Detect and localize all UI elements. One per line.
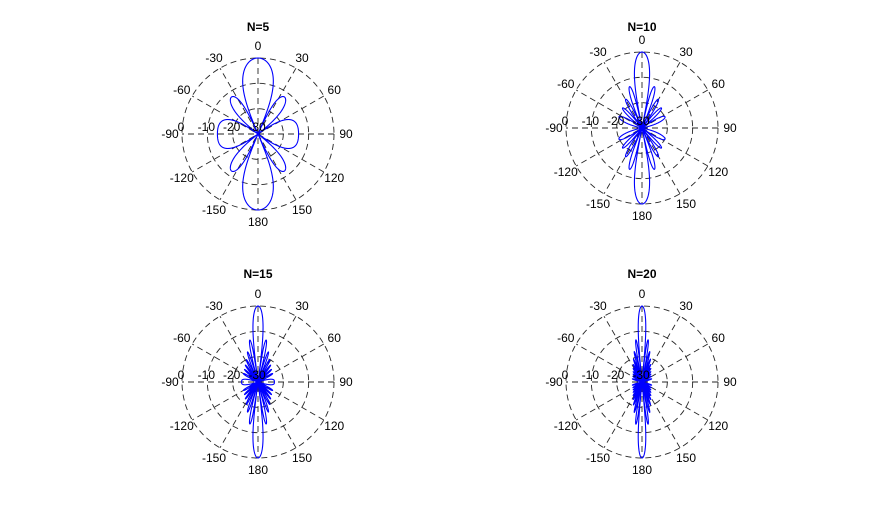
theta-tick-label: 120 <box>708 165 728 179</box>
theta-tick-label: -120 <box>170 419 194 433</box>
theta-tick-label: 150 <box>676 197 696 211</box>
theta-tick-label: 150 <box>292 451 312 465</box>
theta-tick-label: -30 <box>205 299 223 313</box>
theta-tick-label: -150 <box>586 197 610 211</box>
theta-tick-label: -60 <box>173 331 191 345</box>
theta-tick-label: 60 <box>328 83 342 97</box>
theta-tick-label: 30 <box>295 51 309 65</box>
r-tick-label: -20 <box>223 120 241 134</box>
r-tick-label: -30 <box>248 368 266 382</box>
theta-tick-label: 0 <box>639 287 646 301</box>
theta-tick-label: -150 <box>586 451 610 465</box>
theta-tick-label: 180 <box>632 463 652 477</box>
r-tick-label: -10 <box>198 120 216 134</box>
r-tick-label: -20 <box>223 368 241 382</box>
theta-tick-label: -60 <box>557 331 575 345</box>
theta-tick-label: -30 <box>205 51 223 65</box>
theta-tick-label: 90 <box>339 127 353 141</box>
grid-spoke <box>191 95 325 173</box>
grid-spoke <box>603 61 681 195</box>
theta-tick-label: 120 <box>708 419 728 433</box>
grid-spoke <box>603 315 681 449</box>
grid-spoke <box>575 89 709 167</box>
grid-spoke <box>603 61 681 195</box>
theta-tick-label: -30 <box>589 299 607 313</box>
theta-tick-label: 90 <box>723 375 737 389</box>
r-tick-label: -30 <box>632 114 650 128</box>
r-tick-label: -30 <box>248 120 266 134</box>
chart-title: N=20 <box>627 267 656 281</box>
theta-tick-label: 0 <box>639 33 646 47</box>
r-tick-label: 0 <box>562 114 569 128</box>
theta-tick-label: 180 <box>248 215 268 229</box>
r-tick-label: -20 <box>607 368 625 382</box>
theta-tick-label: 30 <box>295 299 309 313</box>
r-tick-label: 0 <box>562 368 569 382</box>
theta-tick-label: 30 <box>679 45 693 59</box>
theta-tick-label: 0 <box>255 287 262 301</box>
theta-tick-label: -90 <box>161 375 179 389</box>
radiation-pattern-line <box>216 57 300 211</box>
theta-tick-label: 30 <box>679 299 693 313</box>
theta-tick-label: 180 <box>248 463 268 477</box>
theta-tick-label: -120 <box>170 171 194 185</box>
r-tick-label: -10 <box>582 114 600 128</box>
theta-tick-label: 90 <box>723 121 737 135</box>
theta-tick-label: 90 <box>339 375 353 389</box>
theta-tick-label: -30 <box>589 45 607 59</box>
chart-title: N=15 <box>243 267 272 281</box>
grid-spoke <box>219 315 297 449</box>
chart-title: N=10 <box>627 20 656 34</box>
grid-spoke <box>219 67 297 201</box>
r-tick-label: 0 <box>178 368 185 382</box>
polar-axes-1: N=5 0 30 60 90 120 150 180 -150 -120 -90 -60 -30 0 -10… <box>161 20 353 229</box>
polar-axes-3: N=15 0 30 60 90 120 150 180 -150 -120 -90 -60 -30 0 -1… <box>161 267 353 477</box>
r-tick-label: -10 <box>198 368 216 382</box>
r-tick-label: -10 <box>582 368 600 382</box>
grid-spoke <box>219 67 297 201</box>
grid-spoke <box>575 343 709 421</box>
theta-tick-label: 150 <box>676 451 696 465</box>
grid-spoke <box>603 315 681 449</box>
radiation-pattern-line <box>631 305 653 459</box>
theta-tick-label: -150 <box>202 451 226 465</box>
r-tick-label: -30 <box>632 368 650 382</box>
theta-tick-label: -60 <box>557 77 575 91</box>
radiation-pattern-line <box>618 51 666 205</box>
theta-tick-label: -150 <box>202 203 226 217</box>
grid-spoke <box>191 95 325 173</box>
theta-tick-label: 0 <box>255 39 262 53</box>
theta-tick-label: 150 <box>292 203 312 217</box>
grid-spoke <box>219 315 297 449</box>
theta-tick-label: 180 <box>632 209 652 223</box>
grid-spoke <box>575 343 709 421</box>
theta-tick-label: -90 <box>545 375 563 389</box>
theta-tick-label: 60 <box>712 77 726 91</box>
chart-title: N=5 <box>247 20 270 34</box>
radiation-pattern-line <box>241 305 275 459</box>
polar-axes-4: N=20 0 30 60 90 120 150 180 -150 -120 -90 -60 -30 0 -1… <box>545 267 737 477</box>
theta-tick-label: -120 <box>554 165 578 179</box>
grid-spoke <box>191 343 325 421</box>
theta-tick-label: -60 <box>173 83 191 97</box>
grid-spoke <box>575 89 709 167</box>
theta-tick-label: 60 <box>712 331 726 345</box>
r-tick-label: 0 <box>178 120 185 134</box>
r-tick-label: -20 <box>607 114 625 128</box>
grid-spoke <box>191 343 325 421</box>
theta-tick-label: 120 <box>324 419 344 433</box>
theta-tick-label: -90 <box>161 127 179 141</box>
theta-tick-label: -90 <box>545 121 563 135</box>
theta-tick-label: 60 <box>328 331 342 345</box>
theta-tick-label: 120 <box>324 171 344 185</box>
theta-tick-label: -120 <box>554 419 578 433</box>
